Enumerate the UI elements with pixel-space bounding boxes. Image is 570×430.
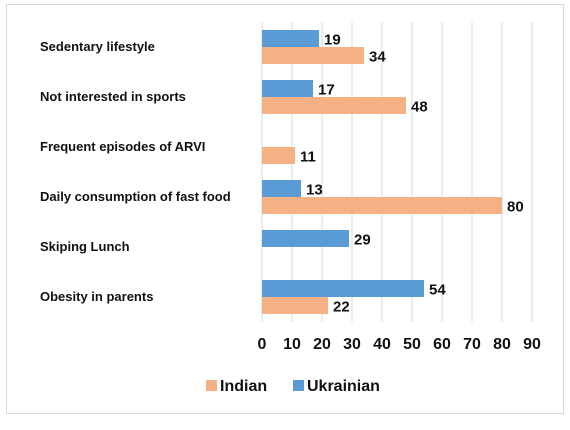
bar-indian [262,197,502,214]
x-tick-label: 40 [373,336,391,353]
legend-label-indian: Indian [220,378,267,395]
category-label: Obesity in parents [40,289,153,304]
data-label: 11 [300,149,316,166]
data-label: 54 [429,282,446,299]
category-label: Frequent episodes of ARVI [40,139,205,154]
data-label: 22 [333,299,350,316]
bar-ukrainian [262,230,349,247]
x-tick-label: 60 [433,336,451,353]
x-tick-label: 90 [523,336,541,353]
legend-swatch-indian [206,380,217,391]
x-tick-label: 80 [493,336,511,353]
category-label: Daily consumption of fast food [40,189,231,204]
data-label: 34 [369,49,386,66]
data-label: 48 [411,99,428,116]
data-label: 29 [354,232,371,249]
x-tick-label: 0 [258,336,267,353]
legend-label-ukrainian: Ukrainian [307,378,380,395]
data-label: 13 [306,182,323,199]
x-tick-label: 50 [403,336,421,353]
x-tick-label: 30 [343,336,361,353]
legend-swatch-ukrainian [293,380,304,391]
bar-ukrainian [262,30,319,47]
category-label: Not interested in sports [40,89,186,104]
x-tick-label: 70 [463,336,481,353]
bar-indian [262,147,295,164]
x-tick-label: 10 [283,336,301,353]
data-label: 17 [318,82,335,99]
data-label: 80 [507,199,524,216]
category-label: Sedentary lifestyle [40,39,155,54]
x-tick-label: 20 [313,336,331,353]
bar-indian [262,97,406,114]
data-label: 19 [324,32,341,49]
category-label: Skiping Lunch [40,239,130,254]
bar-indian [262,297,328,314]
bar-ukrainian [262,280,424,297]
bar-ukrainian [262,180,301,197]
bar-indian [262,47,364,64]
bar-ukrainian [262,80,313,97]
